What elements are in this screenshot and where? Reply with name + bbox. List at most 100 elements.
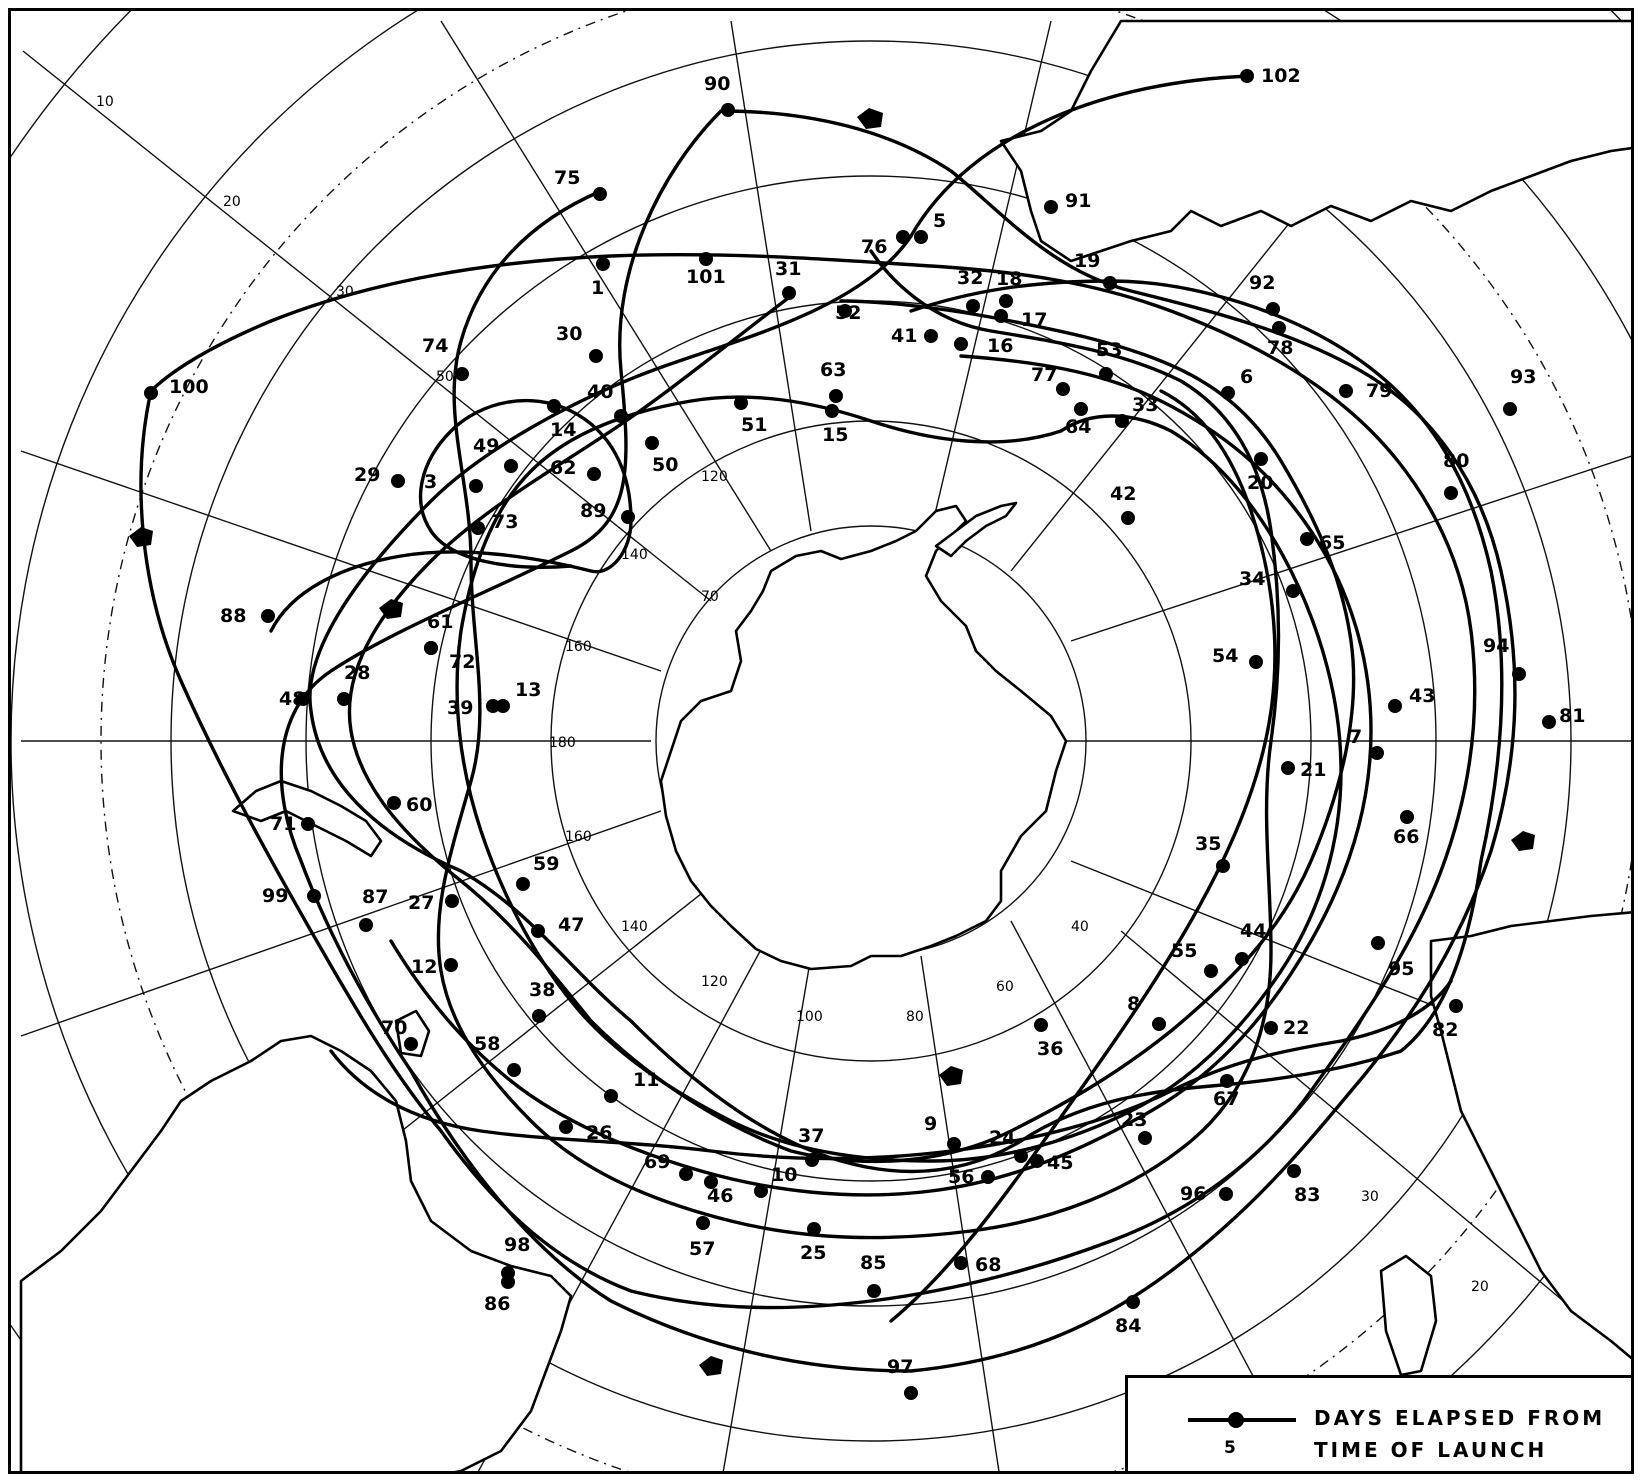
- day-marker-label: 31: [775, 258, 801, 280]
- day-marker-dot: [587, 467, 601, 481]
- trajectory-track: [279, 109, 1517, 1373]
- day-marker-dot: [1264, 1021, 1278, 1035]
- day-marker-label: 49: [473, 435, 499, 457]
- day-marker-dot: [445, 894, 459, 908]
- day-marker-label: 21: [1300, 759, 1326, 781]
- day-marker-label: 74: [422, 335, 448, 357]
- latitude-label: 10: [96, 94, 114, 110]
- meridian: [440, 20, 772, 552]
- day-marker-dot: [296, 692, 310, 706]
- day-marker-dot: [754, 1184, 768, 1198]
- longitude-label: 120: [701, 974, 728, 990]
- day-marker-dot: [645, 436, 659, 450]
- day-marker-label: 56: [948, 1166, 974, 1188]
- day-marker-dot: [1400, 810, 1414, 824]
- day-marker-label: 65: [1319, 532, 1345, 554]
- day-marker-dot: [807, 1222, 821, 1236]
- day-marker-dot: [994, 309, 1008, 323]
- day-marker-dot: [914, 230, 928, 244]
- day-marker-dot: [1444, 486, 1458, 500]
- day-marker-dot: [734, 396, 748, 410]
- day-marker-label: 96: [1180, 1183, 1206, 1205]
- day-marker-dot: [679, 1167, 693, 1181]
- station-marker: [129, 527, 153, 547]
- day-marker-dot: [954, 1256, 968, 1270]
- day-marker-label: 17: [1021, 309, 1047, 331]
- day-marker-dot: [1014, 1149, 1028, 1163]
- day-marker-dot: [501, 1266, 515, 1280]
- day-marker-dot: [387, 796, 401, 810]
- day-marker-label: 40: [587, 381, 613, 403]
- day-marker-dot: [704, 1175, 718, 1189]
- trajectory-tracks: [139, 74, 1517, 1373]
- day-marker-label: 87: [362, 886, 388, 908]
- day-marker-dot: [621, 510, 635, 524]
- day-marker-label: 93: [1510, 366, 1536, 388]
- day-marker-dot: [1056, 382, 1070, 396]
- longitude-label: 100: [796, 1009, 823, 1025]
- trajectory-track: [389, 354, 1373, 1197]
- day-marker-label: 32: [957, 267, 983, 289]
- day-marker-dot: [1221, 386, 1235, 400]
- day-marker-dot: [444, 958, 458, 972]
- south-america-coastline: [999, 19, 1631, 263]
- trajectory-track: [308, 74, 1504, 1174]
- day-marker-dot: [589, 349, 603, 363]
- day-marker-dot: [1138, 1131, 1152, 1145]
- day-marker-dot: [1254, 452, 1268, 466]
- day-marker-label: 72: [449, 651, 475, 673]
- day-marker-label: 101: [686, 266, 726, 288]
- day-marker-label: 76: [861, 236, 887, 258]
- day-marker-label: 100: [169, 376, 209, 398]
- day-marker-label: 78: [1267, 337, 1293, 359]
- day-marker-dot: [1152, 1017, 1166, 1031]
- day-marker-dot: [531, 924, 545, 938]
- legend-caption: DAYS ELAPSED FROM TIME OF LAUNCH: [1314, 1402, 1605, 1466]
- day-marker-dot: [981, 1170, 995, 1184]
- day-marker-label: 81: [1559, 705, 1585, 727]
- trajectory-track: [455, 395, 1343, 1163]
- africa-coastline: [1429, 911, 1631, 1360]
- longitude-label: 180: [549, 735, 576, 751]
- day-marker-dot: [947, 1137, 961, 1151]
- day-marker-label: 102: [1261, 65, 1301, 87]
- day-marker-dot: [1339, 384, 1353, 398]
- day-marker-label: 44: [1240, 920, 1266, 942]
- day-marker-dot: [1074, 402, 1088, 416]
- day-marker-dot: [721, 103, 735, 117]
- australia-coastline: [19, 1034, 573, 1471]
- day-marker-dot: [1503, 402, 1517, 416]
- day-marker-dot: [1216, 859, 1230, 873]
- day-marker-label: 91: [1065, 190, 1091, 212]
- day-marker-label: 80: [1443, 450, 1469, 472]
- day-marker-label: 54: [1212, 645, 1238, 667]
- day-marker-label: 38: [529, 979, 555, 1001]
- day-marker-label: 39: [447, 697, 473, 719]
- day-marker-dot: [144, 386, 158, 400]
- day-marker-label: 66: [1393, 826, 1419, 848]
- station-marker: [1511, 831, 1535, 851]
- day-marker-dot: [805, 1153, 819, 1167]
- day-marker-dot: [391, 474, 405, 488]
- day-marker-label: 57: [689, 1238, 715, 1260]
- day-marker-dot: [1370, 746, 1384, 760]
- meridian: [930, 20, 1052, 532]
- day-marker-label: 97: [887, 1356, 913, 1378]
- station-markers: [129, 108, 1535, 1376]
- day-marker-label: 8: [1127, 993, 1140, 1015]
- day-marker-dot: [1204, 964, 1218, 978]
- day-marker-label: 59: [533, 853, 559, 875]
- day-marker-label: 58: [474, 1033, 500, 1055]
- day-marker-dot: [1512, 667, 1526, 681]
- day-marker-label: 47: [558, 914, 584, 936]
- day-marker-dot: [1272, 321, 1286, 335]
- grid-labels: 180 160 140 120 160 140 120 100 80 60 40…: [96, 94, 1489, 1295]
- day-marker-dot: [1287, 1164, 1301, 1178]
- longitude-label: 80: [906, 1009, 924, 1025]
- day-marker-label: 88: [220, 605, 246, 627]
- day-marker-label: 99: [262, 885, 288, 907]
- day-marker-label: 12: [411, 956, 437, 978]
- day-marker-label: 73: [492, 511, 518, 533]
- day-marker-dot: [1286, 584, 1300, 598]
- day-marker-label: 83: [1294, 1184, 1320, 1206]
